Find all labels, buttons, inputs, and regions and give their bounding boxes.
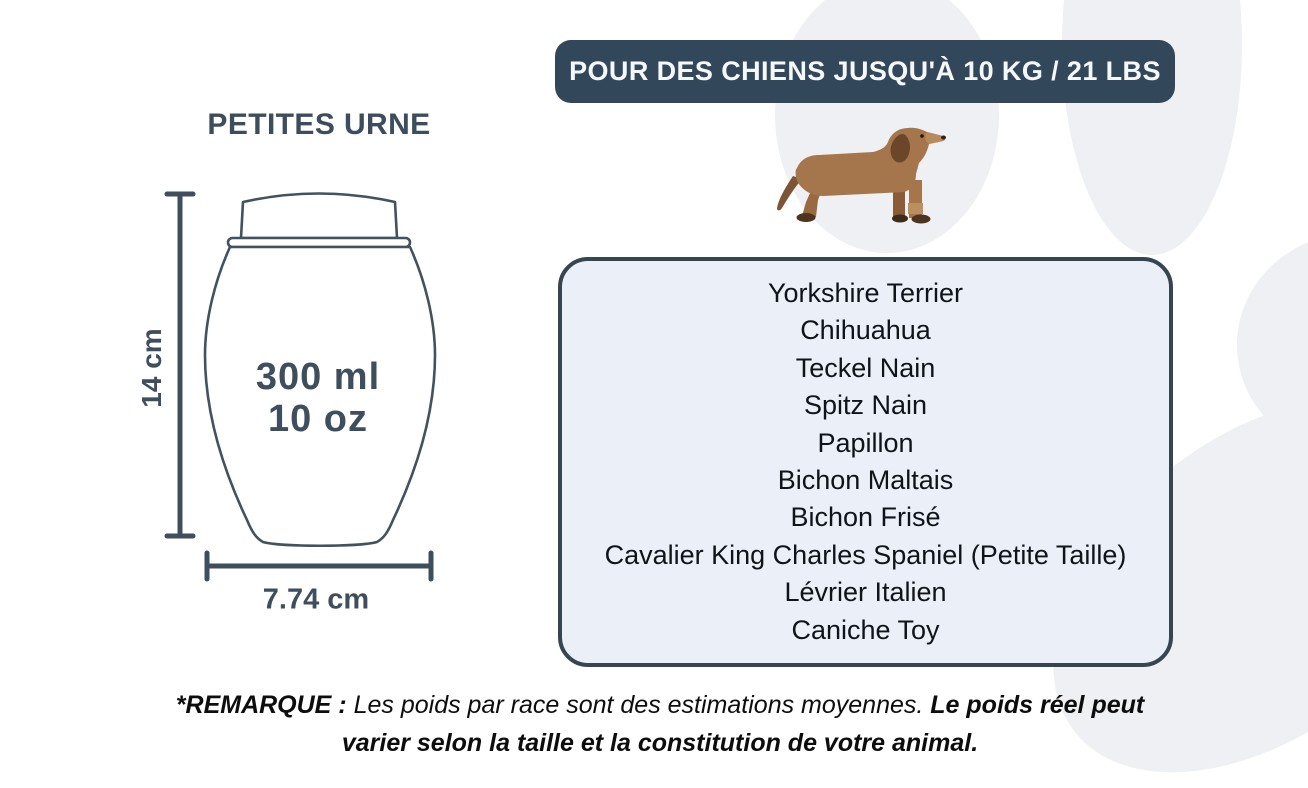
breed-item: Teckel Nain	[795, 352, 936, 383]
urn-volume-ml: 300 ml	[255, 356, 381, 398]
dog-leg-band-shape	[908, 203, 923, 214]
breed-item: Spitz Nain	[803, 390, 928, 421]
urn-width-label: 7.74 cm	[262, 583, 370, 616]
urn-body-shape	[203, 245, 437, 548]
breed-list-box: Yorkshire Terrier Chihuahua Teckel Nain Spi…	[558, 257, 1173, 667]
urn-neck-shape	[226, 236, 412, 249]
urn-lid-shape	[239, 192, 399, 240]
note-emphasis: Le poids réel peut varier selon la taill…	[341, 691, 1145, 757]
breed-item: Caniche Toy	[791, 614, 940, 645]
paw-toe-shape	[1062, 0, 1242, 255]
dog-muzzle-shape	[925, 132, 946, 144]
note-body: Les poids par race sont des estimations …	[353, 691, 931, 719]
height-dimension-line	[164, 191, 196, 539]
dog-eye-shape	[920, 134, 924, 138]
urn-volume-label: 300 ml 10 oz	[256, 356, 380, 440]
urn-height-label: 14 cm	[136, 328, 167, 408]
dachshund-icon	[777, 127, 946, 224]
urn-illustration	[164, 191, 437, 582]
breed-item: Bichon Maltais	[777, 465, 954, 495]
dog-body-shape	[795, 127, 946, 196]
breed-item: Cavalier King Charles Spaniel (Petite Ta…	[604, 539, 1127, 570]
dog-ear-shape	[890, 133, 910, 163]
urn-volume-oz: 10 oz	[267, 398, 369, 440]
breed-item: Bichon Frisé	[790, 502, 941, 533]
note-text: *REMARQUE : Les poids par race sont des …	[170, 686, 1150, 762]
width-dimension-line	[204, 550, 434, 582]
dog-nose-shape	[941, 135, 946, 140]
paw-toe-shape	[1237, 242, 1308, 448]
weight-limit-label: POUR DES CHIENS JUSQU'À 10 KG / 21 LBS	[569, 56, 1161, 86]
breed-item: Chihuahua	[800, 315, 931, 346]
dog-rear-paw-shape	[796, 213, 816, 222]
breed-item: Lévrier Italien	[784, 577, 947, 608]
weight-limit-badge: POUR DES CHIENS JUSQU'À 10 KG / 21 LBS	[555, 40, 1175, 103]
dog-front-paw-shape	[911, 214, 931, 224]
breed-item: Yorkshire Terrier	[767, 277, 964, 308]
dog-tail-shape	[777, 176, 802, 211]
breed-item: Papillon	[817, 427, 914, 458]
note-prefix: *REMARQUE :	[175, 691, 354, 719]
urn-section-title: PETITES URNE	[207, 108, 431, 141]
